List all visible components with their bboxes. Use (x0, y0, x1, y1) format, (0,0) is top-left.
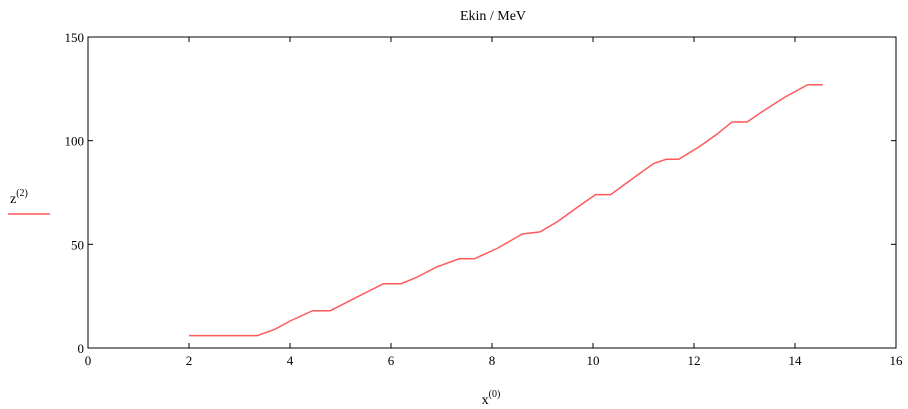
x-axis-label-sup: (0) (489, 389, 501, 400)
y-axis-label-base: z (10, 192, 16, 207)
x-tick-label: 0 (85, 353, 92, 368)
x-tick-label: 6 (388, 353, 395, 368)
x-tick-label: 16 (890, 353, 904, 368)
x-tick-label: 14 (789, 353, 803, 368)
x-axis-label-base: x (482, 393, 489, 408)
series-line (189, 83, 823, 337)
y-axis-label-sup: (2) (16, 188, 28, 199)
x-tick-label: 12 (688, 353, 701, 368)
x-tick-label: 2 (186, 353, 193, 368)
x-axis: 0 2 4 6 8 10 12 14 16 (85, 37, 903, 368)
plot-frame (87, 36, 897, 349)
x-axis-label: x(0) (482, 389, 501, 408)
y-tick-label: 150 (65, 30, 85, 45)
y-axis-label: z(2) (10, 188, 28, 207)
y-tick-label: 100 (65, 134, 85, 149)
x-tick-label: 8 (489, 353, 496, 368)
y-tick-label: 0 (78, 341, 85, 356)
y-tick-label: 50 (71, 237, 84, 252)
x-tick-label: 10 (587, 353, 600, 368)
y-axis: 0 50 100 150 (65, 30, 896, 356)
chart-title: Ekin / MeV (460, 9, 526, 24)
x-tick-label: 4 (287, 353, 294, 368)
